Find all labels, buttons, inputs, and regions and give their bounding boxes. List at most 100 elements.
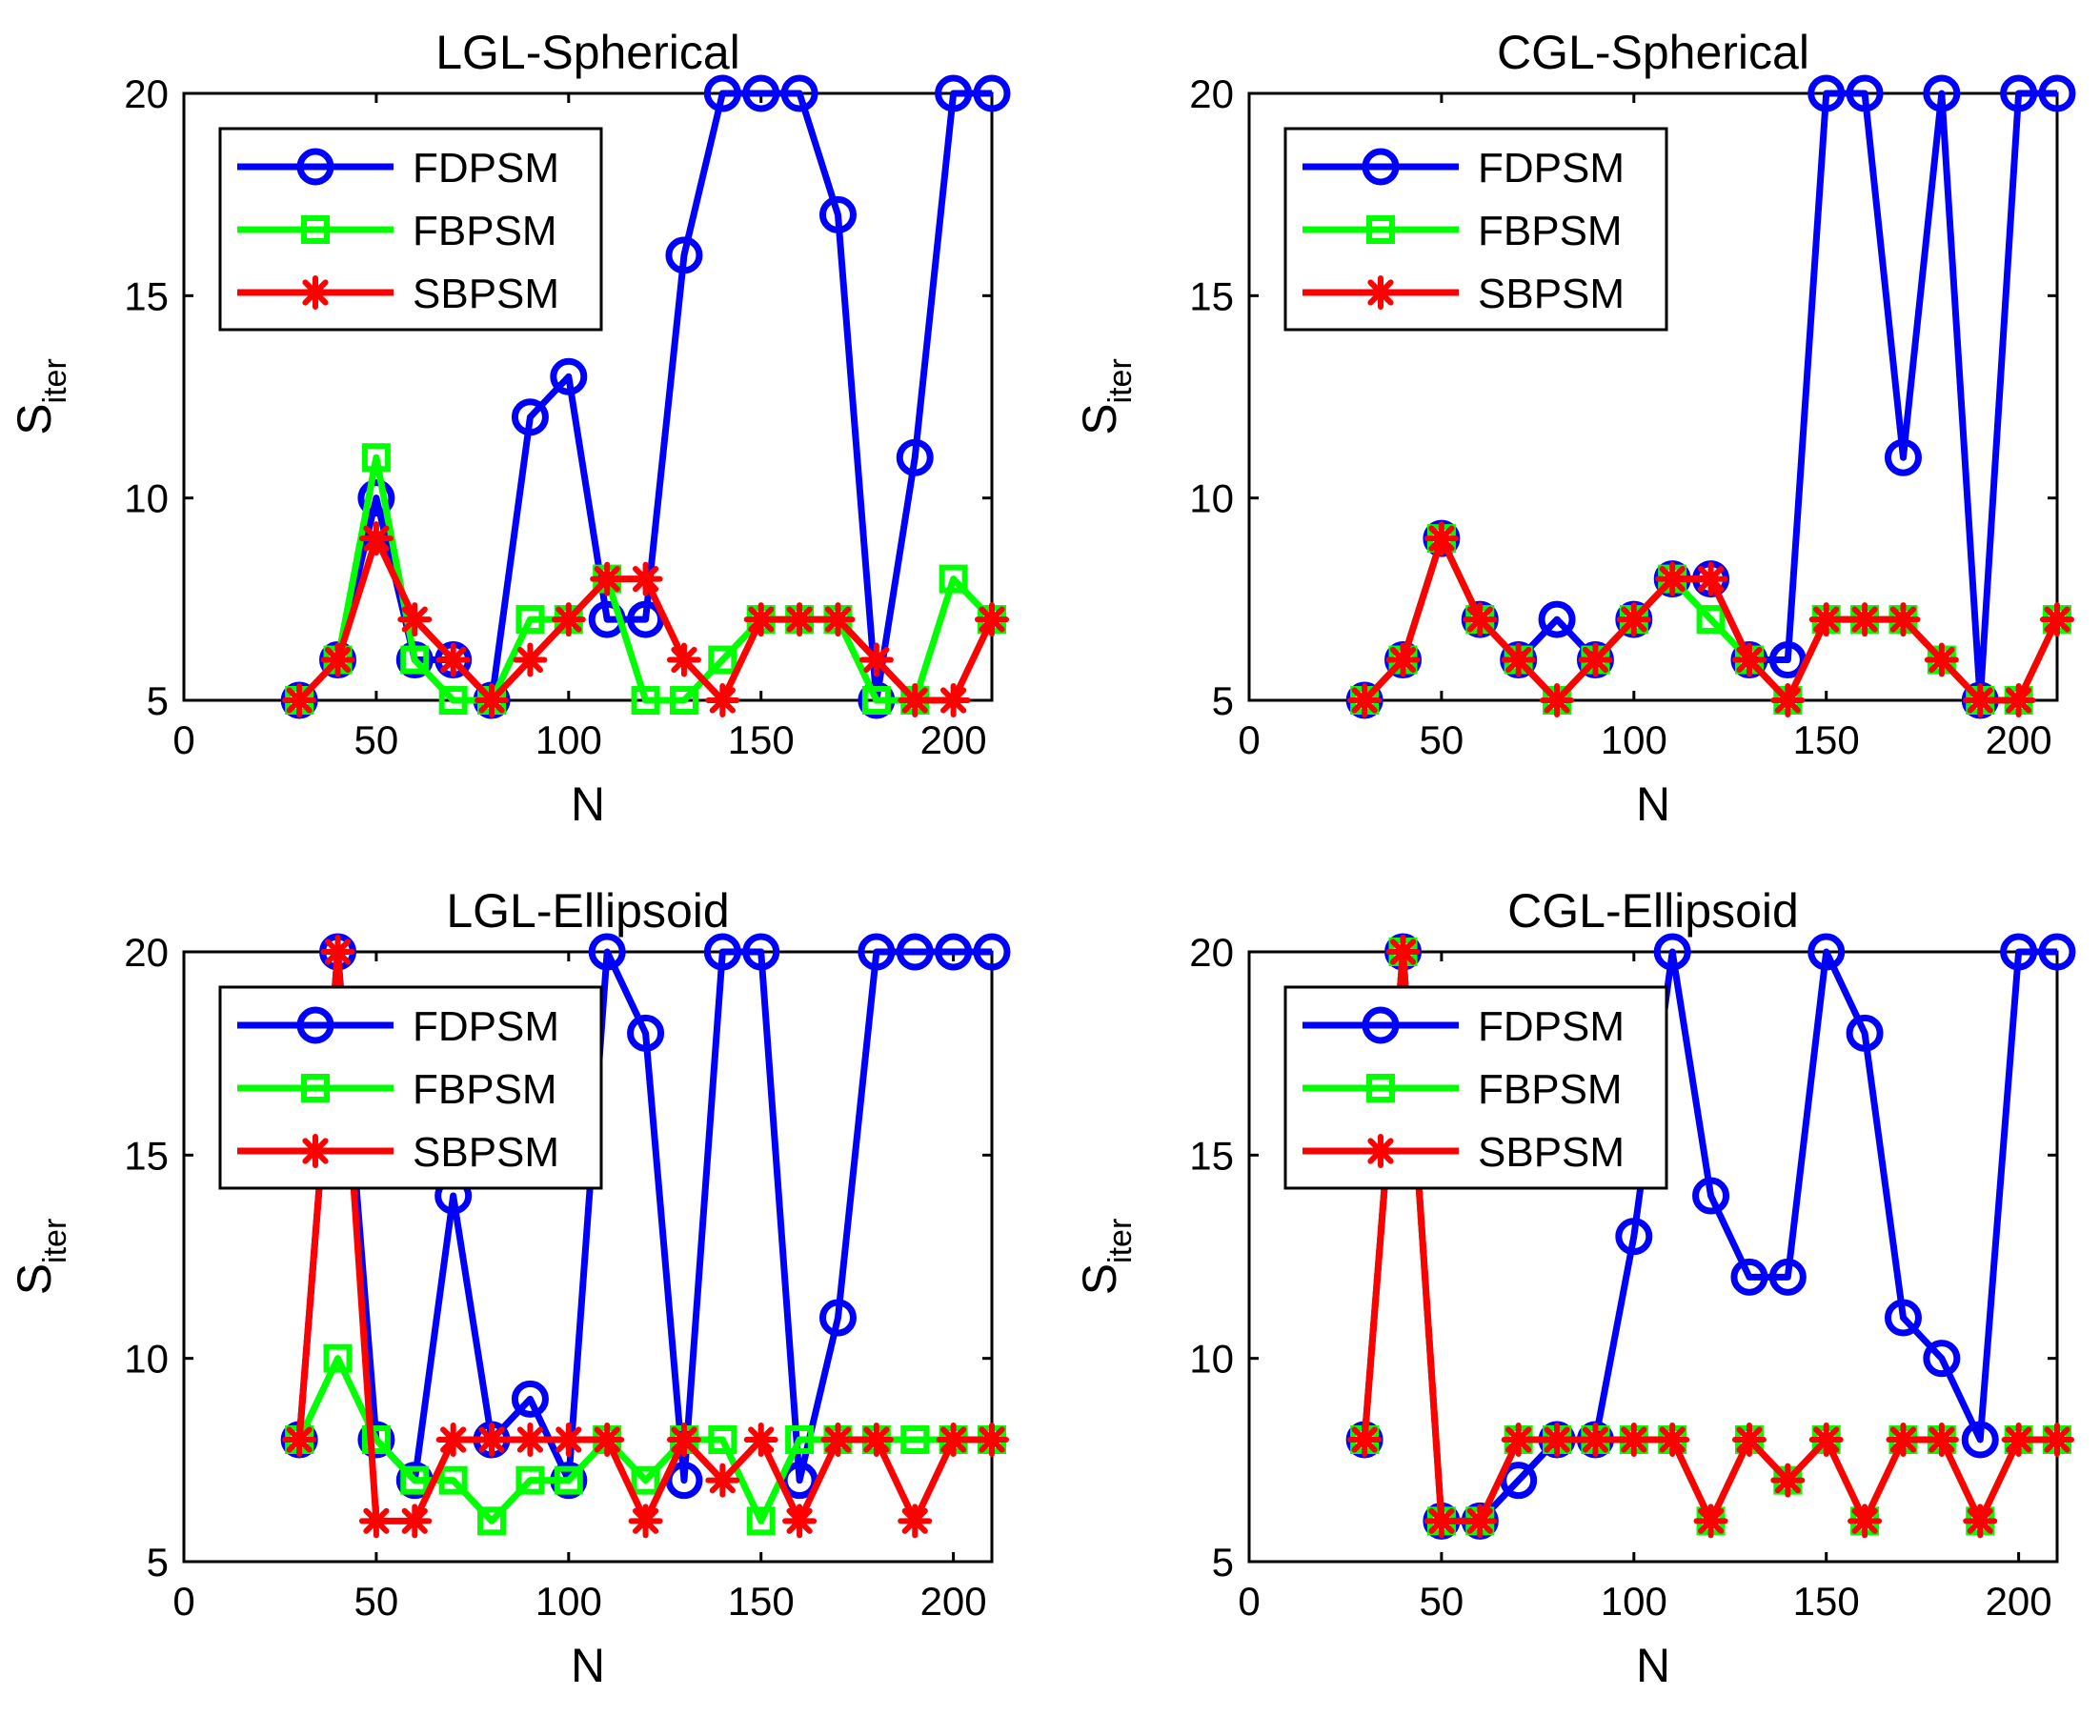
legend: FDPSM FBPSM SBPSM (1283, 127, 1668, 332)
y-axis-label-main: S (1073, 403, 1126, 434)
chart-panel-1: 0 50 100 150 200 5 10 15 20 LGL-Spherical N Siter FD… (8, 26, 1011, 831)
data-point-sbpsm (1808, 602, 1844, 637)
data-point-sbpsm (1848, 1504, 1883, 1539)
x-tick-label: 0 (172, 1579, 194, 1624)
data-point-fbpsm (438, 686, 468, 715)
data-point-fdpsm (2038, 933, 2076, 971)
data-point-fdpsm (627, 1014, 665, 1052)
x-tick-label: 200 (920, 717, 987, 762)
data-point-sbpsm (1616, 602, 1651, 637)
x-tick-label: 0 (1238, 1579, 1260, 1624)
data-point-sbpsm (1501, 642, 1536, 677)
x-tick-label: 100 (535, 717, 602, 762)
data-point-sbpsm (1886, 602, 1921, 637)
data-point-fdpsm (896, 438, 934, 476)
data-point-sbpsm (858, 1423, 894, 1457)
data-point-fbpsm (400, 645, 430, 675)
data-point-fdpsm (627, 600, 665, 638)
x-tick-label: 0 (172, 717, 194, 762)
data-point-fdpsm (2000, 933, 2038, 971)
data-point-fdpsm (973, 74, 1011, 112)
y-axis-label-sub: iter (37, 1219, 73, 1263)
chart-title: LGL-Ellipsoid (446, 884, 729, 938)
legend-label-fdpsm: FDPSM (1478, 145, 1625, 192)
y-tick-label: 5 (147, 678, 169, 723)
data-point-fdpsm (742, 933, 780, 971)
data-point-sbpsm (1848, 602, 1883, 637)
data-point-fbpsm (746, 1506, 776, 1536)
data-point-fdpsm (1615, 1218, 1653, 1256)
y-tick-label: 5 (1212, 1540, 1234, 1585)
data-point-sbpsm (282, 1423, 317, 1457)
data-point-fbpsm (554, 1465, 583, 1495)
data-point-sbpsm (1808, 1423, 1844, 1457)
data-point-sbpsm (705, 1463, 740, 1498)
data-point-sbpsm (975, 1423, 1009, 1457)
data-point-fdpsm (2000, 74, 2038, 112)
data-point-fdpsm (935, 74, 973, 112)
x-tick-label: 100 (535, 1579, 602, 1624)
legend: FDPSM FBPSM SBPSM (1283, 985, 1668, 1190)
data-point-sbpsm (1540, 1423, 1575, 1457)
data-point-sbpsm (551, 1423, 586, 1457)
data-point-fdpsm (1692, 1177, 1730, 1215)
data-point-fbpsm (785, 1425, 815, 1454)
data-point-fdpsm (550, 357, 588, 395)
legend-label-fdpsm: FDPSM (413, 145, 559, 192)
data-point-sbpsm (898, 1504, 933, 1539)
legend: FDPSM FBPSM SBPSM (218, 985, 603, 1190)
y-tick-label: 20 (1189, 71, 1234, 116)
data-point-fdpsm (588, 933, 626, 971)
legend-marker-fdpsm (296, 1006, 334, 1044)
data-point-sbpsm (743, 602, 778, 637)
data-point-fdpsm (780, 1462, 818, 1500)
data-point-fdpsm (1538, 600, 1576, 638)
data-point-fbpsm (631, 1465, 660, 1495)
y-tick-label: 20 (124, 930, 169, 975)
data-point-sbpsm (320, 642, 355, 677)
data-point-sbpsm (1385, 642, 1421, 677)
data-point-sbpsm (475, 1423, 510, 1457)
x-tick-label: 0 (1238, 717, 1260, 762)
y-tick-label: 10 (1189, 476, 1234, 521)
data-point-fdpsm (665, 1462, 703, 1500)
x-axis-label: N (1636, 1639, 1670, 1692)
data-point-fdpsm (1653, 933, 1691, 971)
data-point-fdpsm (858, 933, 896, 971)
data-point-sbpsm (1424, 1504, 1459, 1539)
data-point-sbpsm (858, 642, 894, 677)
data-point-sbpsm (1347, 683, 1383, 717)
y-tick-label: 20 (124, 71, 169, 116)
data-point-sbpsm (590, 1423, 625, 1457)
data-point-fdpsm (511, 398, 549, 436)
y-tick-label: 15 (124, 273, 169, 318)
data-point-sbpsm (705, 683, 740, 717)
data-point-fdpsm (818, 1299, 857, 1337)
data-point-fdpsm (1500, 1462, 1538, 1500)
data-point-fdpsm (935, 933, 973, 971)
data-point-fdpsm (1807, 933, 1846, 971)
chart-title: CGL-Ellipsoid (1507, 884, 1799, 938)
data-point-sbpsm (2040, 1423, 2074, 1457)
series-sbpsm (1347, 935, 2074, 1539)
legend: FDPSM FBPSM SBPSM (218, 127, 603, 332)
data-point-fdpsm (703, 933, 741, 971)
data-point-sbpsm (820, 1423, 856, 1457)
data-point-sbpsm (1886, 1423, 1921, 1457)
x-tick-label: 100 (1601, 717, 1667, 762)
chart-title: LGL-Spherical (435, 26, 740, 79)
x-tick-label: 200 (920, 1579, 987, 1624)
data-point-fbpsm (477, 1506, 507, 1536)
series-sbpsm (282, 521, 1009, 717)
data-point-fdpsm (780, 74, 818, 112)
data-point-fdpsm (2038, 74, 2076, 112)
chart-title: CGL-Spherical (1497, 26, 1809, 79)
data-point-fdpsm (742, 74, 780, 112)
data-point-fdpsm (1768, 1258, 1807, 1296)
data-point-sbpsm (898, 683, 933, 717)
legend-label-sbpsm: SBPSM (1478, 1129, 1625, 1176)
data-point-fbpsm (400, 1465, 430, 1495)
data-point-sbpsm (1963, 1504, 1998, 1539)
data-point-fbpsm (1696, 605, 1726, 635)
data-point-sbpsm (628, 561, 663, 596)
